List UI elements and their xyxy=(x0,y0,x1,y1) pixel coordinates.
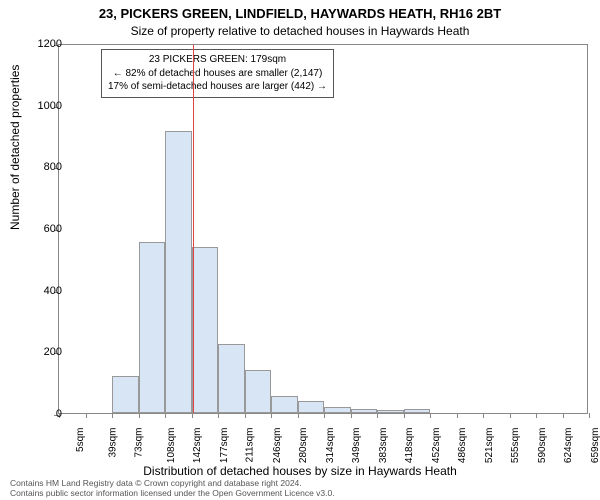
xtick xyxy=(563,413,564,418)
histogram-bar xyxy=(377,410,404,413)
xtick-label: 659sqm xyxy=(590,428,600,464)
xtick-label: 246sqm xyxy=(272,428,283,464)
annotation-box: 23 PICKERS GREEN: 179sqm ← 82% of detach… xyxy=(101,49,334,98)
xtick-label: 383sqm xyxy=(378,428,389,464)
xtick xyxy=(377,413,378,418)
chart-container: 23, PICKERS GREEN, LINDFIELD, HAYWARDS H… xyxy=(0,0,600,500)
xtick xyxy=(112,413,113,418)
xtick-label: 314sqm xyxy=(325,428,336,464)
annotation-line2: ← 82% of detached houses are smaller (2,… xyxy=(108,67,327,81)
xtick xyxy=(457,413,458,418)
x-axis-label: Distribution of detached houses by size … xyxy=(0,464,600,478)
ytick-label: 0 xyxy=(22,408,62,420)
ytick-label: 400 xyxy=(22,285,62,297)
annotation-line3: 17% of semi-detached houses are larger (… xyxy=(108,80,327,94)
histogram-bar xyxy=(351,409,378,413)
xtick-label: 555sqm xyxy=(510,428,521,464)
xtick xyxy=(86,413,87,418)
histogram-bar xyxy=(271,396,298,413)
histogram-bar xyxy=(112,376,139,413)
histogram-bar xyxy=(139,242,166,413)
xtick-label: 211sqm xyxy=(244,428,255,463)
xtick-label: 486sqm xyxy=(457,428,468,464)
xtick-label: 280sqm xyxy=(298,428,309,464)
xtick-label: 5sqm xyxy=(75,428,86,452)
histogram-bar xyxy=(165,131,192,413)
annotation-line1: 23 PICKERS GREEN: 179sqm xyxy=(108,53,327,67)
xtick xyxy=(510,413,511,418)
xtick-label: 39sqm xyxy=(107,428,118,458)
xtick xyxy=(430,413,431,418)
xtick xyxy=(483,413,484,418)
ytick-label: 1200 xyxy=(22,38,62,50)
xtick xyxy=(298,413,299,418)
xtick xyxy=(139,413,140,418)
xtick xyxy=(351,413,352,418)
ytick-label: 200 xyxy=(22,346,62,358)
xtick-label: 418sqm xyxy=(404,428,415,464)
xtick-label: 73sqm xyxy=(134,428,145,458)
chart-title-main: 23, PICKERS GREEN, LINDFIELD, HAYWARDS H… xyxy=(0,6,600,21)
xtick-label: 521sqm xyxy=(484,428,495,464)
xtick xyxy=(218,413,219,418)
xtick xyxy=(324,413,325,418)
footer-attribution: Contains HM Land Registry data © Crown c… xyxy=(10,479,335,498)
xtick-label: 349sqm xyxy=(351,428,362,464)
ytick-label: 600 xyxy=(22,223,62,235)
xtick-label: 142sqm xyxy=(192,428,203,464)
ytick-label: 800 xyxy=(22,161,62,173)
xtick-label: 590sqm xyxy=(537,428,548,464)
xtick xyxy=(245,413,246,418)
histogram-bar xyxy=(298,401,325,413)
xtick xyxy=(536,413,537,418)
xtick xyxy=(404,413,405,418)
histogram-bar xyxy=(404,409,431,413)
y-axis-label: Number of detached properties xyxy=(8,65,22,230)
xtick-label: 452sqm xyxy=(431,428,442,464)
plot-area: 23 PICKERS GREEN: 179sqm ← 82% of detach… xyxy=(58,44,588,414)
chart-title-sub: Size of property relative to detached ho… xyxy=(0,24,600,38)
histogram-bar xyxy=(245,370,272,413)
xtick xyxy=(165,413,166,418)
xtick-label: 108sqm xyxy=(166,428,177,464)
xtick-label: 177sqm xyxy=(219,428,230,464)
histogram-bar xyxy=(192,247,219,414)
xtick xyxy=(271,413,272,418)
xtick xyxy=(589,413,590,418)
ytick-label: 1000 xyxy=(22,100,62,112)
property-marker-line xyxy=(193,45,194,413)
xtick xyxy=(192,413,193,418)
xtick-label: 624sqm xyxy=(563,428,574,464)
histogram-bar xyxy=(218,344,245,413)
footer-line2: Contains public sector information licen… xyxy=(10,489,335,498)
histogram-bar xyxy=(324,407,351,413)
